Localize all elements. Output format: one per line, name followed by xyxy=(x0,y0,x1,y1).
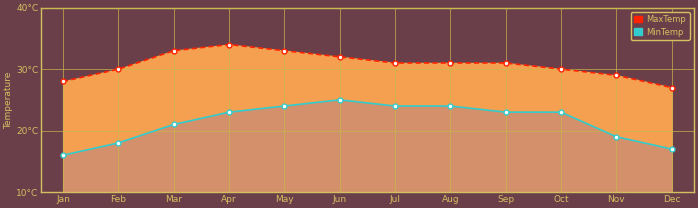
Legend: MaxTemp, MinTemp: MaxTemp, MinTemp xyxy=(631,12,690,40)
Y-axis label: Temperature: Temperature xyxy=(4,71,13,129)
